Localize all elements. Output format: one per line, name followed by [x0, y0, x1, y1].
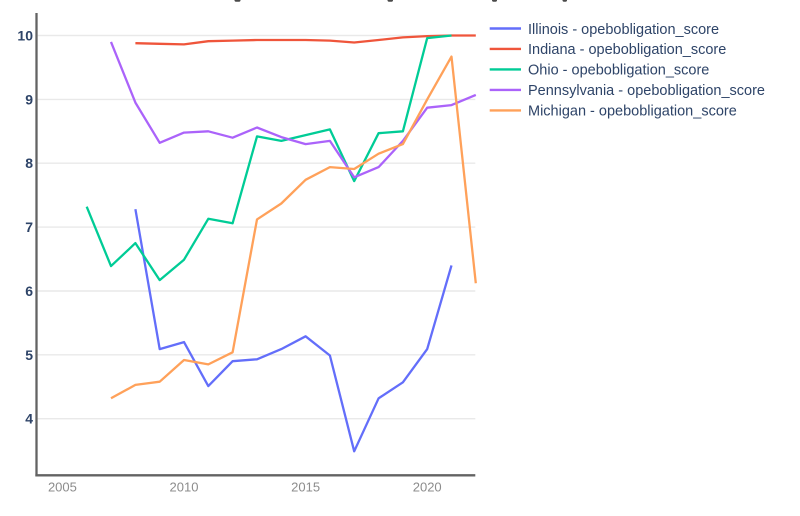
svg-text:8: 8 [25, 155, 33, 171]
svg-text:Michigan - opebobligation_scor: Michigan - opebobligation_score [528, 104, 737, 120]
svg-text:2015: 2015 [291, 480, 320, 495]
svg-text:Pennsylvania - opebobligation_: Pennsylvania - opebobligation_score [528, 83, 765, 99]
svg-text:Illinois - opebobligation_scor: Illinois - opebobligation_score [528, 22, 719, 38]
svg-text:10: 10 [17, 28, 33, 44]
svg-text:Indiana - opebobligation_score: Indiana - opebobligation_score [528, 42, 726, 58]
svg-text:2005: 2005 [48, 480, 77, 495]
svg-text:Ohio - opebobligation_score: Ohio - opebobligation_score [528, 63, 709, 79]
svg-text:2020: 2020 [413, 480, 442, 495]
svg-text:6: 6 [25, 283, 33, 299]
svg-text:7: 7 [25, 219, 33, 235]
svg-text:4: 4 [25, 411, 33, 427]
svg-text:2010: 2010 [170, 480, 199, 495]
svg-text:9: 9 [25, 91, 33, 107]
svg-text:5: 5 [25, 347, 33, 363]
